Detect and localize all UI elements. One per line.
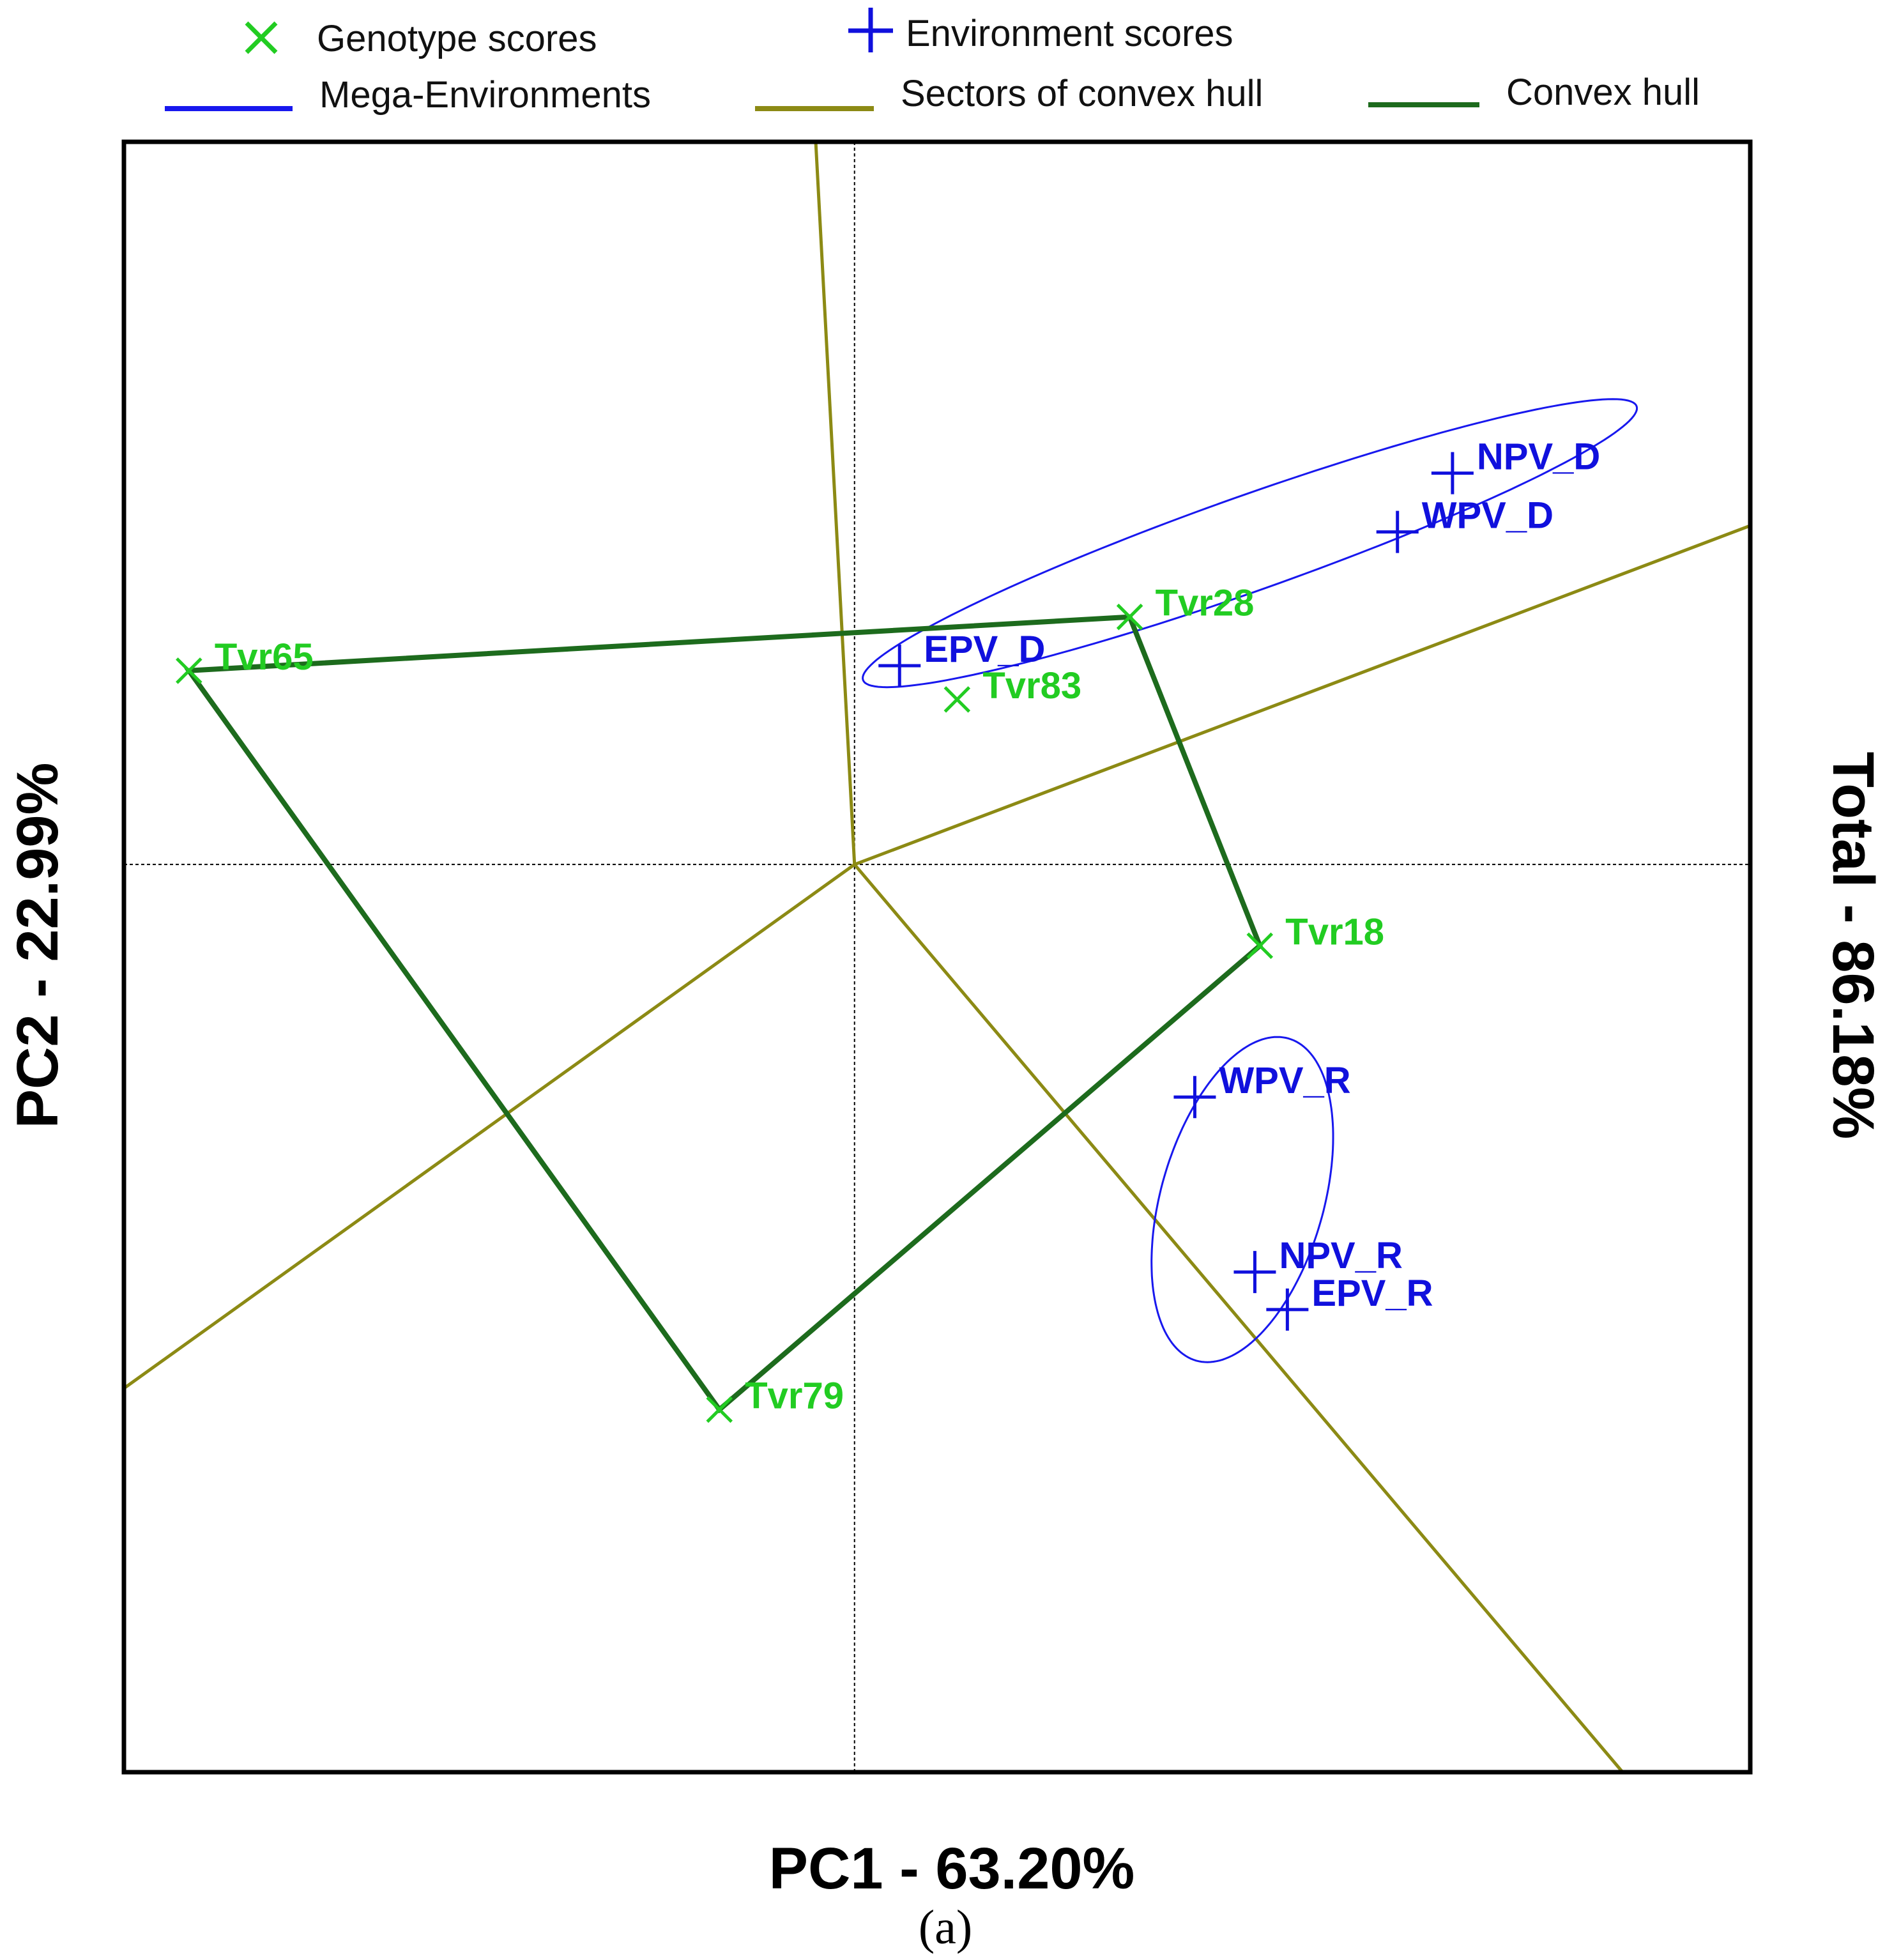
genotype-label-tvr83: Tvr83 [982,665,1081,707]
x-axis-title: PC1 - 63.20% [769,1836,1135,1901]
legend-label-mega-environments: Mega-Environments [319,74,651,116]
genotype-point-tvr28 [1116,603,1143,631]
legend-item-mega-environments: Mega-Environments [165,74,651,116]
convex-hull-polygon [184,614,1264,1414]
legend-label-environment: Environment scores [906,13,1233,54]
genotype-point-tvr65 [176,657,202,684]
environment-label-epv-r: EPV_R [1311,1273,1433,1314]
environment-label-npv-r: NPV_R [1279,1235,1402,1276]
right-total-label: Total - 86.18% [1821,752,1886,1140]
environment-label-wpv-r: WPV_R [1219,1060,1350,1101]
legend-label-convex-hull: Convex hull [1506,72,1700,113]
genotype-label-tvr65: Tvr65 [215,636,314,678]
y-axis-title: PC2 - 22.99% [5,763,70,1129]
legend-item-environment: Environment scores [848,8,1233,54]
sector-ray-4 [124,863,856,1390]
genotype-point-tvr18 [1246,932,1274,960]
genotype-point-tvr83 [943,686,971,713]
legend-item-sectors: Sectors of convex hull [755,73,1263,114]
environment-point-npv-d [1431,452,1474,494]
genotype-label-tvr18: Tvr18 [1285,911,1384,953]
genotype-points: Tvr65 Tvr28 Tvr83 Tvr18 Tvr79 [176,583,1384,1423]
sector-ray-3 [853,863,1624,1772]
environment-point-npv-r [1233,1251,1276,1294]
legend-label-genotype: Genotype scores [317,18,597,59]
genotype-label-tvr28: Tvr28 [1156,583,1255,624]
plot-frame [121,139,1753,1775]
sector-rays [124,142,1750,1772]
legend-item-genotype: Genotype scores [245,18,597,59]
environment-label-npv-d: NPV_D [1477,436,1600,478]
environment-point-epv-r [1266,1288,1309,1331]
environment-point-wpv-r [1173,1076,1216,1119]
genotype-point-tvr79 [706,1396,733,1423]
legend-item-convex-hull: Convex hull [1368,72,1700,113]
environment-point-wpv-d [1376,510,1419,553]
genotype-label-tvr79: Tvr79 [745,1375,844,1416]
sector-ray-1 [814,142,857,865]
mega-environment-ellipses [862,398,1638,1363]
legend-environment-plus-icon [848,8,893,52]
legend-label-sectors: Sectors of convex hull [901,73,1263,114]
environment-label-wpv-d: WPV_D [1422,495,1554,537]
figure-caption: (a) [919,1901,972,1954]
environment-point-epv-d [878,645,921,687]
sector-ray-2 [853,524,1750,866]
mega-environment-ellipse-2 [1150,1036,1334,1363]
plot-content: Tvr65 Tvr28 Tvr83 Tvr18 Tvr79 NPV_D WPV_D EPV_… [124,142,1750,1772]
environment-label-epv-d: EPV_D [924,629,1045,670]
legend: Genotype scores Environment scores Mega-… [165,8,1700,116]
mega-environment-ellipse-1 [862,398,1638,689]
legend-genotype-x-icon [245,21,278,54]
